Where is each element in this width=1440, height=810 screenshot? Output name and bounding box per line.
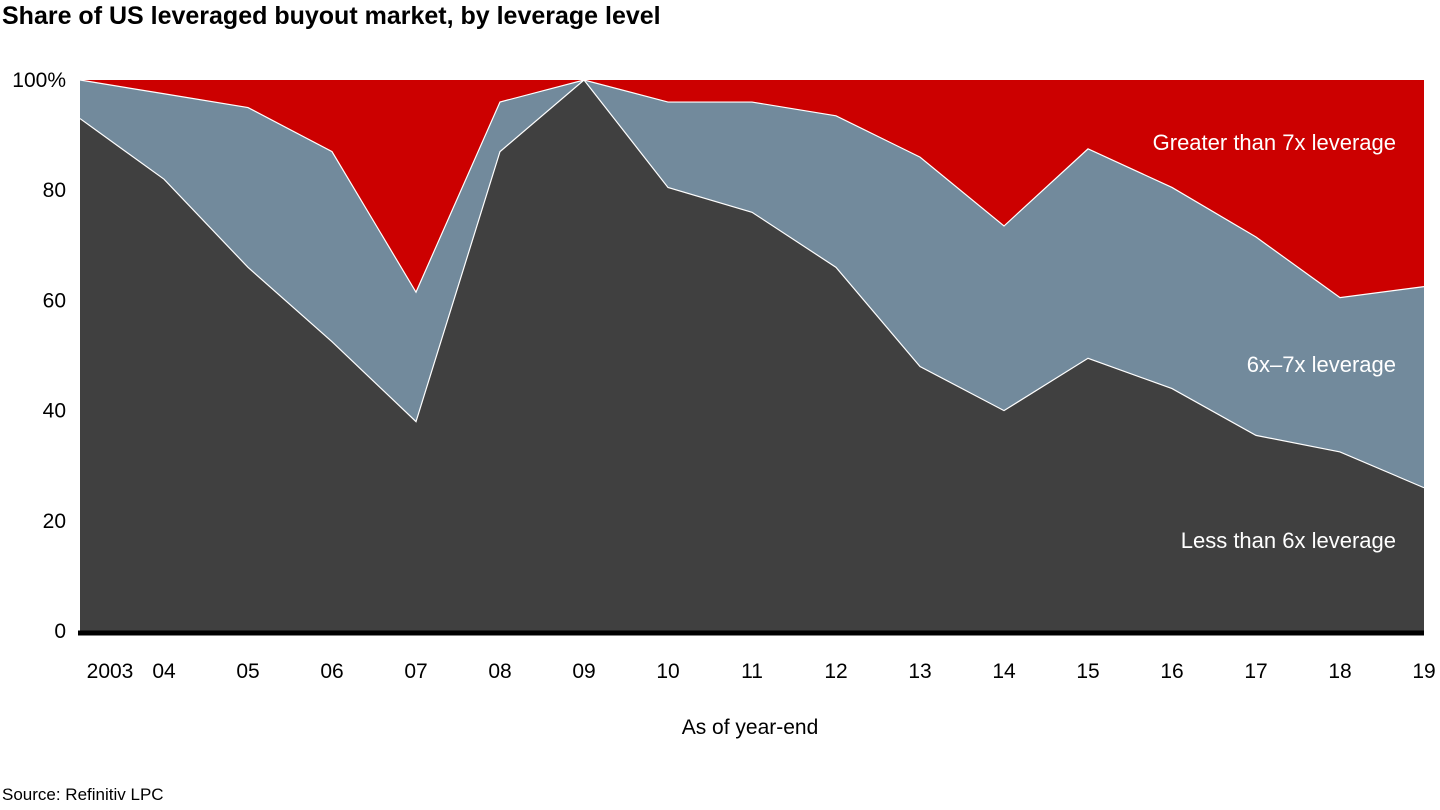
area-series-2	[80, 80, 1424, 298]
y-tick-label: 60	[43, 289, 66, 312]
area-label-0: Less than 6x leverage	[1181, 528, 1396, 553]
x-tick-label: 07	[404, 660, 427, 683]
x-tick-label: 19	[1412, 660, 1435, 683]
x-tick-label: 18	[1328, 660, 1351, 683]
x-tick-label: 09	[572, 660, 595, 683]
x-tick-label: 11	[741, 660, 763, 683]
x-tick-label: 14	[992, 660, 1016, 683]
x-tick-label: 2003	[87, 660, 134, 683]
x-tick-label: 16	[1160, 660, 1183, 683]
x-tick-label: 12	[824, 660, 847, 683]
x-tick-label: 13	[908, 660, 931, 683]
x-tick-label: 05	[236, 660, 259, 683]
x-tick-label: 06	[320, 660, 343, 683]
series-boundary-line-0	[79, 79, 1425, 489]
chart-title: Share of US leveraged buyout market, by …	[2, 2, 661, 30]
y-tick-label: 100%	[12, 69, 66, 92]
x-tick-label: 08	[488, 660, 511, 683]
x-axis-label: As of year-end	[681, 716, 819, 739]
y-tick-label: 80	[43, 179, 66, 202]
series-boundary-line-1	[79, 79, 1425, 299]
y-tick-label: 20	[43, 510, 66, 533]
area-label-2: Greater than 7x leverage	[1153, 130, 1396, 155]
x-tick-label: 17	[1244, 660, 1267, 683]
area-series-0	[80, 80, 1424, 631]
x-tick-label: 10	[656, 660, 679, 683]
x-tick-label: 15	[1076, 660, 1099, 683]
area-series-1	[80, 80, 1424, 488]
x-tick-label: 04	[152, 660, 176, 683]
y-tick-label: 40	[43, 400, 66, 423]
area-label-1: 6x–7x leverage	[1247, 352, 1396, 377]
y-tick-label: 0	[54, 620, 66, 643]
source-note: Source: Refinitiv LPC	[2, 785, 164, 804]
